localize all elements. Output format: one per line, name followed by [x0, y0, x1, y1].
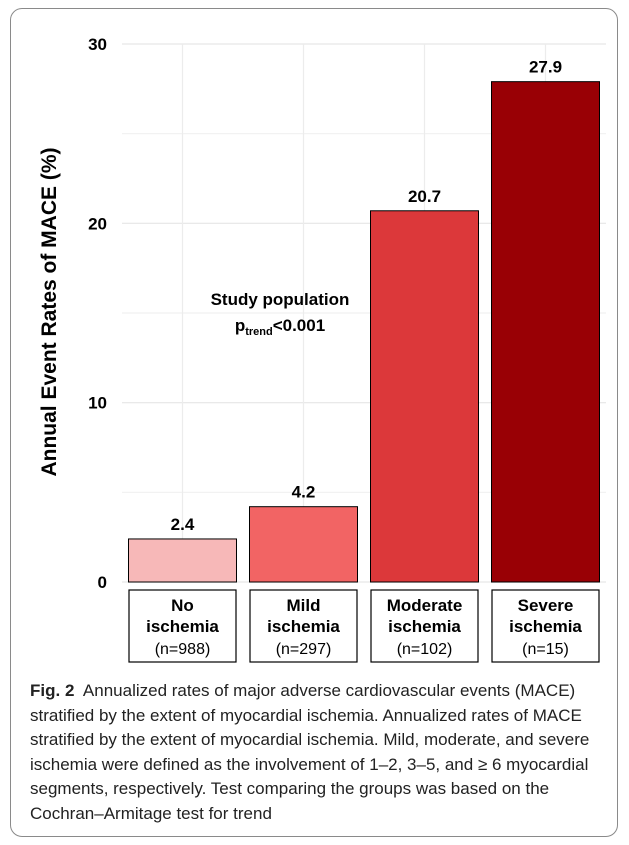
annotation-title: Study population: [211, 290, 350, 309]
category-box: [128, 589, 237, 663]
bar-value-label: 2.4: [171, 515, 195, 534]
figure-caption: Fig. 2 Annualized rates of major adverse…: [30, 679, 605, 826]
category-box: [370, 589, 479, 663]
bar-value-label: 27.9: [529, 58, 562, 77]
category-boxes: No ischemia (n=988) Mild ischemia (n=297) Mode…: [128, 589, 600, 663]
category-label: Severe: [518, 596, 574, 615]
figure-frame: [10, 8, 618, 837]
category-label: No: [171, 596, 194, 615]
bar: [370, 210, 479, 583]
bar: [249, 506, 358, 583]
category-label: Moderate: [387, 596, 463, 615]
y-tick-label: 30: [88, 35, 107, 54]
y-tick-label: 10: [88, 394, 107, 413]
category-n-label: (n=988): [155, 641, 211, 658]
y-tick-label: 0: [98, 573, 107, 592]
bar-chart: 2.4 4.2 20.7 27.9 0 10 20 30 Annual Event Rate…: [38, 35, 606, 663]
bar-value-label: 20.7: [408, 187, 441, 206]
bar: [491, 81, 600, 583]
category-n-label: (n=297): [276, 641, 332, 658]
annotation-p: p: [235, 316, 245, 335]
annotation-p-value: <0.001: [273, 316, 325, 335]
value-labels: 2.4 4.2 20.7 27.9: [171, 58, 562, 534]
category-box: [249, 589, 358, 663]
annotation-pvalue: ptrend<0.001: [235, 316, 325, 338]
bars: [128, 81, 600, 583]
category-label: ischemia: [146, 617, 219, 636]
category-label: ischemia: [388, 617, 461, 636]
category-label: ischemia: [267, 617, 340, 636]
caption-text: Annualized rates of major adverse cardio…: [30, 681, 590, 823]
category-box: [491, 589, 600, 663]
y-axis-label: Annual Event Rates of MACE (%): [38, 147, 61, 476]
annotation-p-subscript: trend: [245, 326, 273, 338]
category-label: ischemia: [509, 617, 582, 636]
category-n-label: (n=15): [522, 641, 569, 658]
category-label: Mild: [287, 596, 321, 615]
y-axis-ticks: 0 10 20 30: [88, 35, 107, 592]
caption-label: Fig. 2: [30, 681, 75, 700]
y-tick-label: 20: [88, 214, 107, 233]
bar: [128, 538, 237, 583]
category-n-label: (n=102): [397, 641, 453, 658]
trend-annotation: Study population ptrend<0.001: [211, 290, 350, 338]
bar-value-label: 4.2: [292, 483, 316, 502]
